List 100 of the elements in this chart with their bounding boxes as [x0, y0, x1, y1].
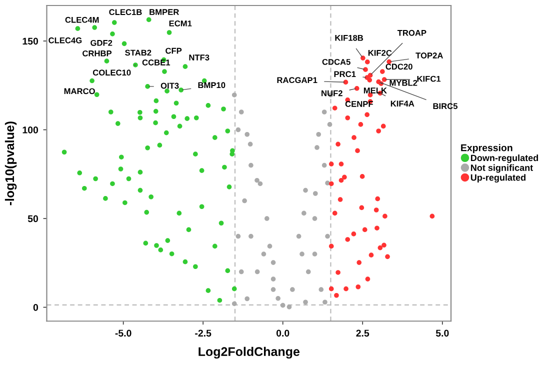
annotation: COLEC10	[92, 70, 131, 76]
point	[336, 270, 340, 275]
point	[351, 232, 356, 236]
point	[306, 269, 311, 274]
point	[367, 78, 372, 82]
point	[328, 162, 334, 166]
annotation: MARCO	[64, 88, 95, 94]
point	[375, 196, 380, 202]
point	[312, 216, 318, 221]
point	[236, 234, 241, 239]
annotation: TROAP	[397, 30, 426, 36]
point	[338, 197, 343, 202]
point	[322, 110, 327, 114]
point	[232, 92, 237, 98]
point	[248, 234, 254, 239]
annotation: CLEC4M	[65, 16, 99, 23]
point	[290, 287, 295, 292]
point	[258, 181, 263, 186]
point	[303, 188, 308, 193]
annotation: KIFC1	[417, 76, 441, 82]
point	[344, 286, 348, 292]
annotation: MELK	[364, 88, 387, 94]
y-tick-label: 50	[28, 215, 38, 222]
annotation: KIF4A	[390, 100, 414, 106]
legend-label: Up-regulated	[470, 174, 526, 183]
annotation: CDC20	[386, 64, 412, 70]
point	[314, 145, 320, 150]
point	[316, 132, 321, 137]
x-tick-label: -5.0	[115, 330, 132, 337]
point	[328, 181, 334, 186]
x-tick-label: 2.5	[356, 330, 370, 337]
legend-label: Not significant	[470, 164, 533, 173]
point	[238, 269, 244, 274]
y-axis-title: -log10(pvalue)	[4, 122, 17, 206]
point	[242, 198, 247, 204]
point	[382, 242, 386, 248]
point	[312, 191, 318, 196]
point	[380, 124, 386, 129]
annotation: CCBE1	[142, 60, 170, 66]
point	[328, 286, 334, 292]
point	[312, 252, 318, 256]
point	[254, 269, 260, 274]
point	[358, 122, 364, 127]
point	[254, 178, 260, 183]
point	[385, 254, 390, 260]
point	[232, 301, 237, 306]
annotation: CLEC4G	[48, 37, 82, 44]
point	[355, 148, 360, 154]
point	[378, 245, 383, 250]
annotation: BMP10	[198, 82, 226, 88]
point	[338, 178, 344, 183]
point	[244, 132, 250, 137]
point	[248, 142, 253, 147]
annotation: BIRC5	[433, 103, 458, 110]
annotation: NTF3	[189, 54, 210, 60]
x-tick-label: -2.5	[195, 330, 212, 337]
point	[345, 237, 350, 242]
point	[354, 86, 360, 91]
annotation: GDF2	[90, 40, 112, 46]
y-tick-label: 100	[22, 126, 38, 134]
annotation: PRC1	[334, 71, 356, 78]
x-tick-label: 5.0	[436, 330, 449, 337]
point	[332, 106, 338, 111]
annotation: RACGAP1	[277, 77, 318, 84]
point	[270, 287, 276, 292]
point	[360, 56, 366, 60]
point	[270, 260, 276, 265]
annotation: CENPF	[345, 101, 373, 107]
annotation: CRHBP	[82, 50, 112, 56]
annotation: CLEC1B	[109, 9, 142, 16]
point	[363, 67, 368, 72]
point	[338, 162, 344, 166]
point	[244, 296, 250, 302]
annotation: MYBL2	[390, 80, 418, 86]
point	[303, 300, 308, 305]
point	[236, 127, 241, 132]
point	[365, 276, 370, 282]
annotation: OIT3	[160, 82, 179, 89]
annotation: BMPER	[150, 9, 180, 15]
y-tick-label: 0	[33, 304, 38, 311]
point	[334, 292, 339, 298]
point	[296, 234, 302, 239]
point	[328, 244, 334, 249]
point	[343, 80, 348, 85]
point	[376, 128, 381, 134]
annotation: CFP	[166, 48, 182, 54]
annotation: KIF2C	[368, 50, 392, 56]
point	[356, 284, 361, 290]
point	[300, 252, 304, 256]
point	[280, 302, 286, 308]
point	[270, 276, 276, 282]
point	[336, 142, 340, 147]
point	[325, 234, 330, 239]
point	[380, 69, 385, 74]
point	[302, 210, 306, 216]
point	[430, 214, 435, 219]
point	[327, 122, 332, 127]
x-tick-label: 0.0	[276, 330, 290, 337]
point	[364, 112, 370, 118]
point	[332, 210, 338, 216]
